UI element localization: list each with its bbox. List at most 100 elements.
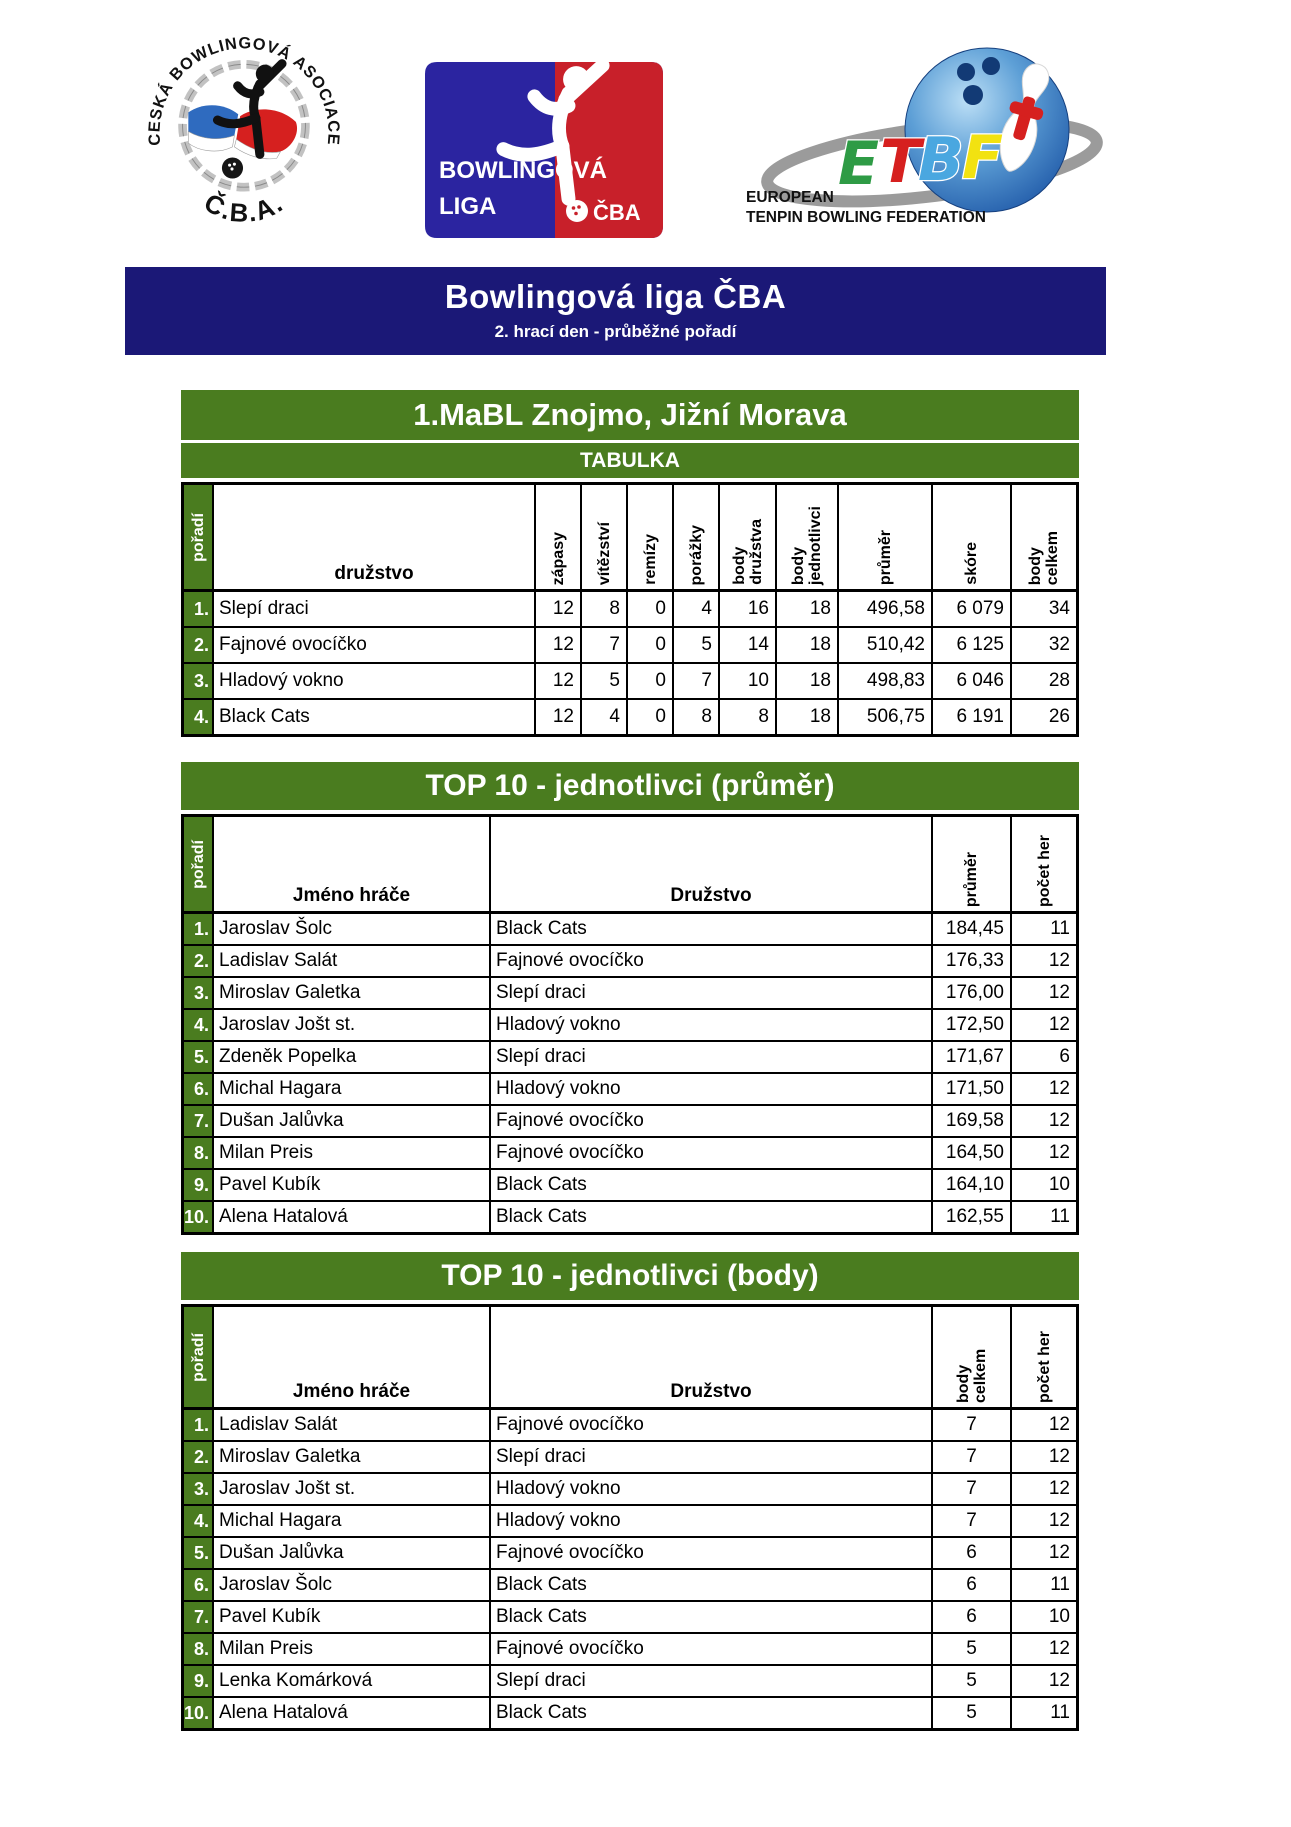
- rank-cell: 3.: [184, 978, 214, 1008]
- col-header-wins: vítězství: [582, 485, 628, 589]
- average-cell: 496,58: [839, 592, 933, 626]
- games-cell: 12: [1048, 1638, 1070, 1659]
- bowling-ball-icon: [566, 200, 588, 222]
- team-cell: Black Cats: [491, 914, 933, 944]
- games-cell: 11: [1050, 918, 1070, 939]
- standings-table: pořadí družstvo zápasy vítězství remízy …: [181, 482, 1079, 737]
- table-row: 2. Ladislav Salát Fajnové ovocíčko 176,33 12: [184, 944, 1076, 976]
- col-header-games: počet her: [1035, 834, 1053, 907]
- team-cell: Fajnové ovocíčko: [491, 1106, 933, 1136]
- rank-cell: 10.: [184, 1202, 214, 1232]
- games-cell: 12: [1048, 1446, 1070, 1467]
- etbf-letter-b: B: [918, 125, 964, 195]
- team-cell: Hladový vokno: [491, 1074, 933, 1104]
- col-header-rank: pořadí: [184, 1307, 214, 1407]
- matches-cell: 12: [536, 700, 582, 734]
- top10-points-table: pořadí Jméno hráče Družstvo body celkem …: [181, 1304, 1079, 1731]
- points-cell: 6: [933, 1570, 1012, 1600]
- player-cell: Alena Hatalová: [214, 1202, 491, 1232]
- rank-cell: 9.: [184, 1170, 214, 1200]
- col-header-total-points: body celkem: [1027, 530, 1061, 585]
- rank-cell: 9.: [184, 1666, 214, 1696]
- team-cell: Fajnové ovocíčko: [491, 1634, 933, 1664]
- average-cell: 172,50: [933, 1010, 1012, 1040]
- games-cell: 12: [1048, 1478, 1070, 1499]
- rank-cell: 6.: [184, 1570, 214, 1600]
- table-row: 1. Slepí draci 12 8 0 4 16 18 496,58 6 079 34: [184, 592, 1076, 626]
- rank-cell: 4.: [184, 1506, 214, 1536]
- etbf-logo: E T B F EUROPEAN TENPIN BOWLING FEDERATI…: [740, 42, 1112, 236]
- col-header-rank: pořadí: [184, 817, 214, 911]
- points-cell: 7: [933, 1506, 1012, 1536]
- rank-cell: 3.: [184, 664, 214, 698]
- team-points-cell: 10: [720, 664, 777, 698]
- points-cell: 5: [933, 1634, 1012, 1664]
- individual-points-cell: 18: [777, 592, 839, 626]
- team-cell: Black Cats: [491, 1570, 933, 1600]
- etbf-letter-t: T: [880, 127, 925, 197]
- page-banner: Bowlingová liga ČBA 2. hrací den - průbě…: [125, 267, 1106, 355]
- table-row: 6. Michal Hagara Hladový vokno 171,50 12: [184, 1072, 1076, 1104]
- table-row: 2. Fajnové ovocíčko 12 7 0 5 14 18 510,42 6 125 32: [184, 626, 1076, 662]
- rank-cell: 1.: [184, 1410, 214, 1440]
- games-cell: 12: [1048, 982, 1070, 1003]
- finger-holes-icon: [957, 57, 1000, 105]
- team-cell: Black Cats: [214, 700, 536, 734]
- team-cell: Slepí draci: [491, 1666, 933, 1696]
- league-logo-red-panel: [555, 62, 663, 238]
- matches-cell: 12: [536, 664, 582, 698]
- col-header-losses: porážky: [674, 485, 720, 589]
- games-cell: 12: [1048, 1670, 1070, 1691]
- team-cell: Hladový vokno: [214, 664, 536, 698]
- table-row: 3. Hladový vokno 12 5 0 7 10 18 498,83 6 046 28: [184, 662, 1076, 698]
- table-row: 6. Jaroslav Šolc Black Cats 6 11: [184, 1568, 1076, 1600]
- rank-cell: 5.: [184, 1538, 214, 1568]
- average-cell: 162,55: [933, 1202, 1012, 1232]
- czech-flag-icon: [188, 105, 298, 160]
- player-cell: Alena Hatalová: [214, 1698, 491, 1728]
- points-cell: 5: [933, 1666, 1012, 1696]
- player-cell: Pavel Kubík: [214, 1170, 491, 1200]
- col-header-draws: remízy: [628, 485, 674, 589]
- player-cell: Milan Preis: [214, 1634, 491, 1664]
- games-cell: 11: [1050, 1574, 1070, 1595]
- games-cell: 12: [1048, 1542, 1070, 1563]
- team-cell: Black Cats: [491, 1698, 933, 1728]
- table-row: 3. Jaroslav Jošt st. Hladový vokno 7 12: [184, 1472, 1076, 1504]
- cba-logo-graphic: ČESKÁ BOWLINGOVÁ ASOCIACE Č.B.A.: [144, 34, 341, 228]
- average-cell: 171,50: [933, 1074, 1012, 1104]
- player-cell: Pavel Kubík: [214, 1602, 491, 1632]
- cba-abbreviation-text: Č.B.A.: [199, 187, 287, 228]
- team-points-cell: 8: [720, 700, 777, 734]
- player-cell: Miroslav Galetka: [214, 978, 491, 1008]
- player-cell: Michal Hagara: [214, 1506, 491, 1536]
- individual-points-cell: 18: [777, 628, 839, 662]
- player-cell: Jaroslav Šolc: [214, 1570, 491, 1600]
- team-cell: Hladový vokno: [491, 1010, 933, 1040]
- average-cell: 169,58: [933, 1106, 1012, 1136]
- matches-cell: 12: [536, 628, 582, 662]
- average-cell: 164,10: [933, 1170, 1012, 1200]
- standings-title: 1.MaBL Znojmo, Jižní Morava: [413, 397, 847, 432]
- rank-cell: 7.: [184, 1602, 214, 1632]
- games-cell: 11: [1050, 1702, 1070, 1723]
- table-row: 7. Dušan Jalůvka Fajnové ovocíčko 169,58 12: [184, 1104, 1076, 1136]
- table-row: 8. Milan Preis Fajnové ovocíčko 5 12: [184, 1632, 1076, 1664]
- draws-cell: 0: [628, 592, 674, 626]
- player-cell: Jaroslav Jošt st.: [214, 1474, 491, 1504]
- top10-average-table: pořadí Jméno hráče Družstvo průměr počet…: [181, 814, 1079, 1235]
- individual-points-cell: 18: [777, 700, 839, 734]
- games-cell: 12: [1048, 1110, 1070, 1131]
- col-header-average: průměr: [933, 817, 1012, 911]
- score-cell: 6 046: [933, 664, 1012, 698]
- table-row: 9. Lenka Komárková Slepí draci 5 12: [184, 1664, 1076, 1696]
- cba-association-logo: ČESKÁ BOWLINGOVÁ ASOCIACE Č.B.A.: [144, 28, 341, 236]
- table-row: 9. Pavel Kubík Black Cats 164,10 10: [184, 1168, 1076, 1200]
- standings-title-bar: 1.MaBL Znojmo, Jižní Morava TABULKA: [181, 390, 1079, 478]
- rank-cell: 3.: [184, 1474, 214, 1504]
- games-cell: 12: [1048, 1014, 1070, 1035]
- score-cell: 6 125: [933, 628, 1012, 662]
- player-cell: Ladislav Salát: [214, 946, 491, 976]
- rank-cell: 6.: [184, 1074, 214, 1104]
- table-row: 10. Alena Hatalová Black Cats 5 11: [184, 1696, 1076, 1728]
